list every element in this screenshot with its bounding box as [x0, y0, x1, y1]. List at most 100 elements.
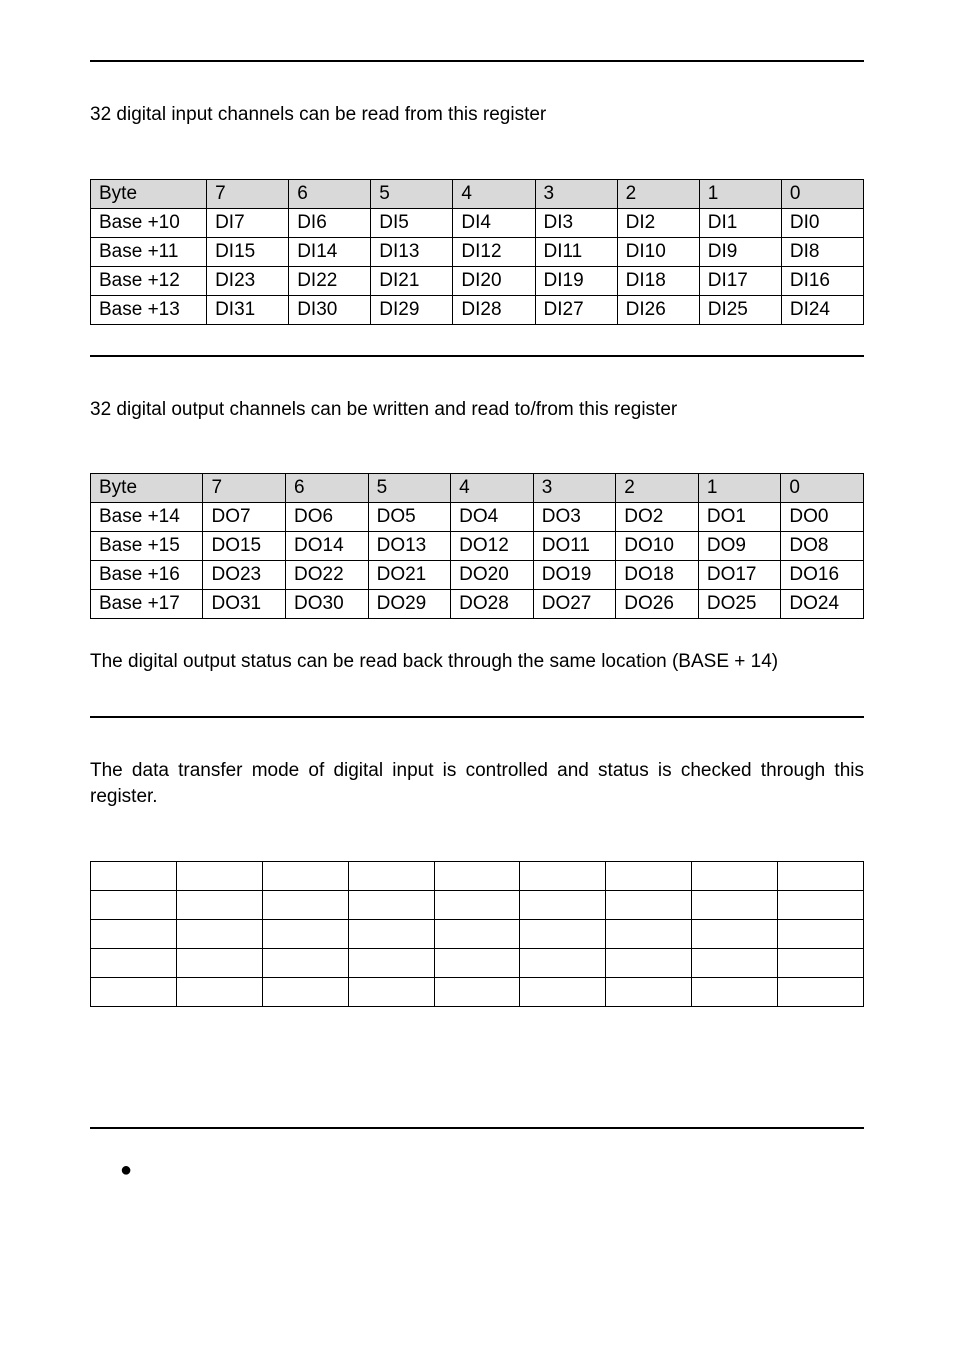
di-td: Base +10: [91, 208, 207, 237]
bullet-icon: ●: [90, 1159, 864, 1182]
do-table-header: Byte 7 6 5 4 3 2 1 0: [91, 474, 864, 503]
di-td: DI23: [207, 266, 289, 295]
di-td: DI5: [371, 208, 453, 237]
di-td: DI10: [617, 237, 699, 266]
do-td: DO19: [533, 561, 616, 590]
mode-empty-table: [90, 861, 864, 1007]
do-td: DO10: [616, 532, 699, 561]
do-td: DO29: [368, 590, 451, 619]
di-table-row: Base +11 DI15 DI14 DI13 DI12 DI11 DI10 D…: [91, 237, 864, 266]
do-th: 3: [533, 474, 616, 503]
top-rule: [90, 60, 864, 62]
do-th: 6: [286, 474, 369, 503]
di-td: DI2: [617, 208, 699, 237]
mode-description: The data transfer mode of digital input …: [90, 758, 864, 811]
do-th: 0: [781, 474, 864, 503]
do-td: DO6: [286, 503, 369, 532]
bottom-rule: [90, 1127, 864, 1129]
do-td: DO23: [203, 561, 286, 590]
do-td: DO9: [698, 532, 781, 561]
table-row: [91, 861, 864, 890]
di-th: 5: [371, 179, 453, 208]
mid-rule-1: [90, 355, 864, 357]
di-td: DI7: [207, 208, 289, 237]
di-td: DI22: [289, 266, 371, 295]
do-td: DO12: [451, 532, 534, 561]
di-td: DI17: [699, 266, 781, 295]
do-td: DO27: [533, 590, 616, 619]
do-td: DO21: [368, 561, 451, 590]
di-table-row: Base +10 DI7 DI6 DI5 DI4 DI3 DI2 DI1 DI0: [91, 208, 864, 237]
do-table-row: Base +15 DO15 DO14 DO13 DO12 DO11 DO10 D…: [91, 532, 864, 561]
di-td: Base +11: [91, 237, 207, 266]
di-td: Base +13: [91, 295, 207, 324]
do-td: DO24: [781, 590, 864, 619]
di-td: DI11: [535, 237, 617, 266]
table-row: [91, 919, 864, 948]
di-td: DI4: [453, 208, 535, 237]
di-td: DI18: [617, 266, 699, 295]
do-table-row: Base +16 DO23 DO22 DO21 DO20 DO19 DO18 D…: [91, 561, 864, 590]
di-table-header: Byte 7 6 5 4 3 2 1 0: [91, 179, 864, 208]
di-description: 32 digital input channels can be read fr…: [90, 102, 864, 129]
di-td: DI19: [535, 266, 617, 295]
table-row: [91, 948, 864, 977]
do-th: 1: [698, 474, 781, 503]
di-td: DI26: [617, 295, 699, 324]
do-table: Byte 7 6 5 4 3 2 1 0 Base +14 DO7 DO6 DO…: [90, 473, 864, 619]
do-th: 5: [368, 474, 451, 503]
do-td: DO20: [451, 561, 534, 590]
table-row: [91, 890, 864, 919]
di-th: 4: [453, 179, 535, 208]
di-td: DI25: [699, 295, 781, 324]
di-td: DI1: [699, 208, 781, 237]
do-th: Byte: [91, 474, 203, 503]
do-td: DO4: [451, 503, 534, 532]
di-td: DI30: [289, 295, 371, 324]
di-td: DI12: [453, 237, 535, 266]
do-td: DO28: [451, 590, 534, 619]
di-td: DI28: [453, 295, 535, 324]
di-td: DI29: [371, 295, 453, 324]
do-td: DO1: [698, 503, 781, 532]
do-description: 32 digital output channels can be writte…: [90, 397, 864, 424]
do-td: DO16: [781, 561, 864, 590]
do-td: Base +16: [91, 561, 203, 590]
di-th: 7: [207, 179, 289, 208]
di-td: DI16: [781, 266, 863, 295]
di-td: DI31: [207, 295, 289, 324]
di-th: 2: [617, 179, 699, 208]
do-td: DO11: [533, 532, 616, 561]
di-td: DI3: [535, 208, 617, 237]
di-table: Byte 7 6 5 4 3 2 1 0 Base +10 DI7 DI6 DI…: [90, 179, 864, 325]
di-table-row: Base +13 DI31 DI30 DI29 DI28 DI27 DI26 D…: [91, 295, 864, 324]
di-td: DI24: [781, 295, 863, 324]
do-table-row: Base +17 DO31 DO30 DO29 DO28 DO27 DO26 D…: [91, 590, 864, 619]
di-th: 1: [699, 179, 781, 208]
di-td: DI27: [535, 295, 617, 324]
do-td: DO15: [203, 532, 286, 561]
do-td: Base +14: [91, 503, 203, 532]
do-td: DO18: [616, 561, 699, 590]
di-td: DI14: [289, 237, 371, 266]
do-table-row: Base +14 DO7 DO6 DO5 DO4 DO3 DO2 DO1 DO0: [91, 503, 864, 532]
do-td: DO30: [286, 590, 369, 619]
do-td: Base +17: [91, 590, 203, 619]
di-th: 6: [289, 179, 371, 208]
do-th: 2: [616, 474, 699, 503]
do-td: DO0: [781, 503, 864, 532]
di-th: Byte: [91, 179, 207, 208]
do-td: Base +15: [91, 532, 203, 561]
di-table-row: Base +12 DI23 DI22 DI21 DI20 DI19 DI18 D…: [91, 266, 864, 295]
table-row: [91, 977, 864, 1006]
di-td: DI20: [453, 266, 535, 295]
do-td: DO5: [368, 503, 451, 532]
di-td: DI21: [371, 266, 453, 295]
do-td: DO2: [616, 503, 699, 532]
do-td: DO17: [698, 561, 781, 590]
do-note: The digital output status can be read ba…: [90, 649, 864, 676]
do-th: 7: [203, 474, 286, 503]
mid-rule-2: [90, 716, 864, 718]
di-td: DI0: [781, 208, 863, 237]
di-td: DI13: [371, 237, 453, 266]
